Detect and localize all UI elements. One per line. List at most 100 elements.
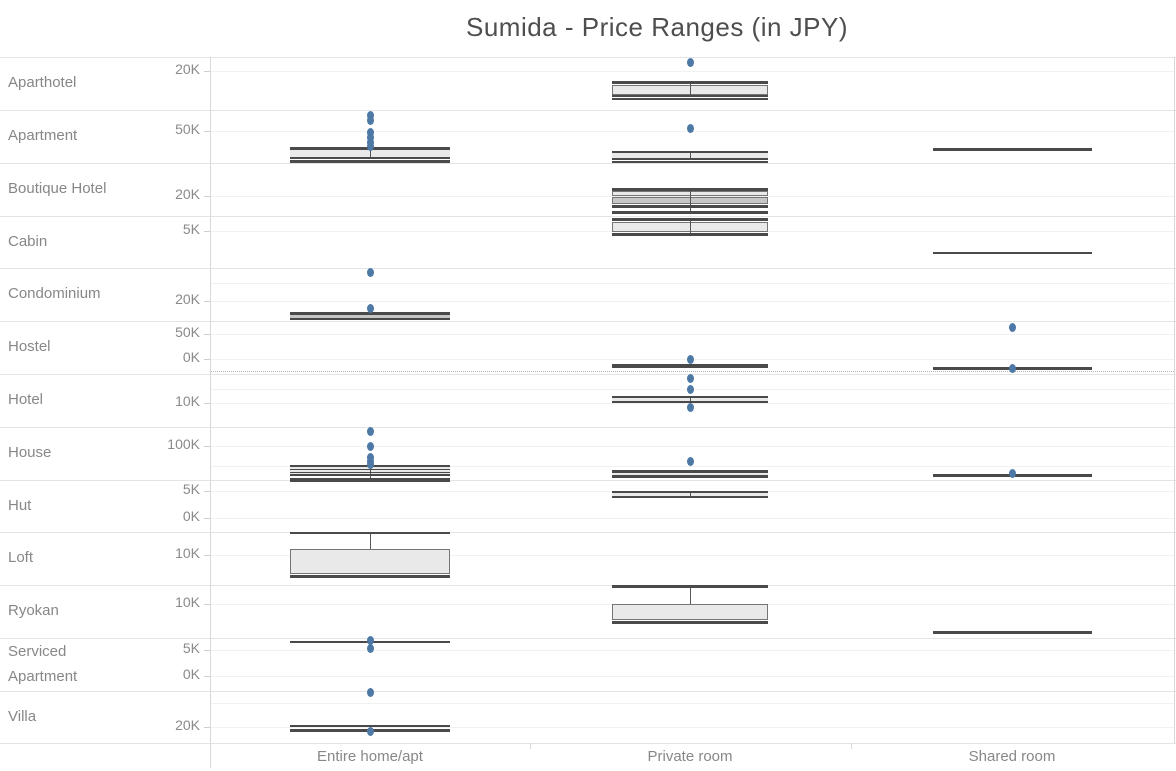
median-stem[interactable] xyxy=(690,586,691,604)
whisker-line[interactable] xyxy=(612,491,768,493)
median-stem[interactable] xyxy=(690,189,691,212)
x-axis-label: Private room xyxy=(647,748,733,765)
whisker-line[interactable] xyxy=(612,188,768,191)
gridline xyxy=(211,518,1174,519)
outlier-dot[interactable] xyxy=(367,688,374,697)
whisker-line[interactable] xyxy=(933,148,1092,151)
y-tick-label: 5K xyxy=(182,221,200,237)
outlier-dot[interactable] xyxy=(367,442,374,451)
whisker-line[interactable] xyxy=(612,496,768,498)
whisker-line[interactable] xyxy=(612,211,768,214)
whisker-line[interactable] xyxy=(290,160,450,163)
outlier-dot[interactable] xyxy=(1009,469,1016,478)
outlier-dot[interactable] xyxy=(367,427,374,436)
median-stem[interactable] xyxy=(370,533,371,549)
outlier-dot[interactable] xyxy=(367,460,374,469)
y-tick-mark xyxy=(204,727,210,728)
whisker-line[interactable] xyxy=(612,470,768,473)
y-tick-label: 0K xyxy=(182,349,200,365)
outlier-dot[interactable] xyxy=(687,58,694,67)
outlier-dot[interactable] xyxy=(687,374,694,383)
gridline xyxy=(211,466,1174,467)
whisker-line[interactable] xyxy=(612,205,768,208)
outlier-dot[interactable] xyxy=(367,644,374,653)
whisker-line[interactable] xyxy=(612,95,768,97)
box[interactable] xyxy=(612,604,768,620)
outlier-dot[interactable] xyxy=(687,385,694,394)
whisker-line[interactable] xyxy=(612,585,768,588)
row-label: Condominium xyxy=(8,285,101,303)
y-tick-mark xyxy=(204,334,210,335)
whisker-line[interactable] xyxy=(290,312,450,315)
whisker-line[interactable] xyxy=(612,161,768,163)
whisker-line[interactable] xyxy=(612,218,768,221)
box[interactable] xyxy=(290,314,450,318)
x-axis-label: Shared room xyxy=(968,748,1056,765)
whisker-line[interactable] xyxy=(290,725,450,727)
outlier-dot[interactable] xyxy=(687,457,694,466)
y-tick-label: 10K xyxy=(175,545,200,561)
outlier-dot[interactable] xyxy=(367,111,374,120)
y-tick-label: 20K xyxy=(175,717,200,733)
outlier-dot[interactable] xyxy=(687,355,694,364)
outlier-dot[interactable] xyxy=(687,403,694,412)
outlier-dot[interactable] xyxy=(367,636,374,645)
whisker-line[interactable] xyxy=(290,478,450,482)
outlier-dot[interactable] xyxy=(367,268,374,277)
whisker-line[interactable] xyxy=(290,474,450,476)
median-stem[interactable] xyxy=(690,219,691,234)
outlier-dot[interactable] xyxy=(367,142,374,151)
column-divider xyxy=(851,743,852,749)
row-label: Cabin xyxy=(8,232,48,250)
whisker-line[interactable] xyxy=(612,364,768,368)
whisker-line[interactable] xyxy=(290,157,450,159)
box[interactable] xyxy=(290,549,450,574)
whisker-line[interactable] xyxy=(612,401,768,403)
whisker-line[interactable] xyxy=(290,575,450,578)
median-stem[interactable] xyxy=(370,148,371,158)
outlier-dot[interactable] xyxy=(367,133,374,142)
median-stem[interactable] xyxy=(690,152,691,159)
whisker-line[interactable] xyxy=(933,252,1092,254)
row-separator xyxy=(0,374,1176,375)
median-stem[interactable] xyxy=(690,82,691,96)
whisker-line[interactable] xyxy=(290,469,450,470)
median-stem[interactable] xyxy=(690,492,691,497)
y-tick-mark xyxy=(204,650,210,651)
outlier-dot[interactable] xyxy=(687,124,694,133)
box[interactable] xyxy=(612,472,768,475)
gridline xyxy=(211,727,1174,728)
row-separator xyxy=(0,110,1176,111)
outlier-dot[interactable] xyxy=(367,116,374,125)
outlier-dot[interactable] xyxy=(1009,364,1016,373)
outlier-dot[interactable] xyxy=(1009,323,1016,332)
whisker-line[interactable] xyxy=(612,475,768,478)
row-separator xyxy=(0,163,1176,164)
whisker-line[interactable] xyxy=(612,621,768,624)
row-separator xyxy=(0,743,1176,744)
whisker-line[interactable] xyxy=(612,158,768,160)
y-tick-mark xyxy=(204,446,210,447)
y-tick-label: 0K xyxy=(182,666,200,682)
outlier-dot[interactable] xyxy=(367,128,374,137)
whisker-line[interactable] xyxy=(290,532,450,534)
y-tick-mark xyxy=(204,555,210,556)
outlier-dot[interactable] xyxy=(367,727,374,736)
whisker-line[interactable] xyxy=(612,396,768,398)
whisker-line[interactable] xyxy=(612,81,768,84)
row-separator xyxy=(0,638,1176,639)
row-label: Boutique Hotel xyxy=(8,180,107,198)
y-tick-mark xyxy=(204,403,210,404)
median-stem[interactable] xyxy=(370,466,371,480)
whisker-line[interactable] xyxy=(612,98,768,100)
whisker-line[interactable] xyxy=(290,472,450,473)
whisker-line[interactable] xyxy=(290,318,450,320)
outlier-dot[interactable] xyxy=(367,304,374,313)
gridline xyxy=(211,650,1174,651)
whisker-line[interactable] xyxy=(933,631,1092,634)
median-stem[interactable] xyxy=(690,397,691,402)
whisker-line[interactable] xyxy=(612,151,768,153)
row-separator xyxy=(0,480,1176,481)
whisker-line[interactable] xyxy=(612,233,768,236)
